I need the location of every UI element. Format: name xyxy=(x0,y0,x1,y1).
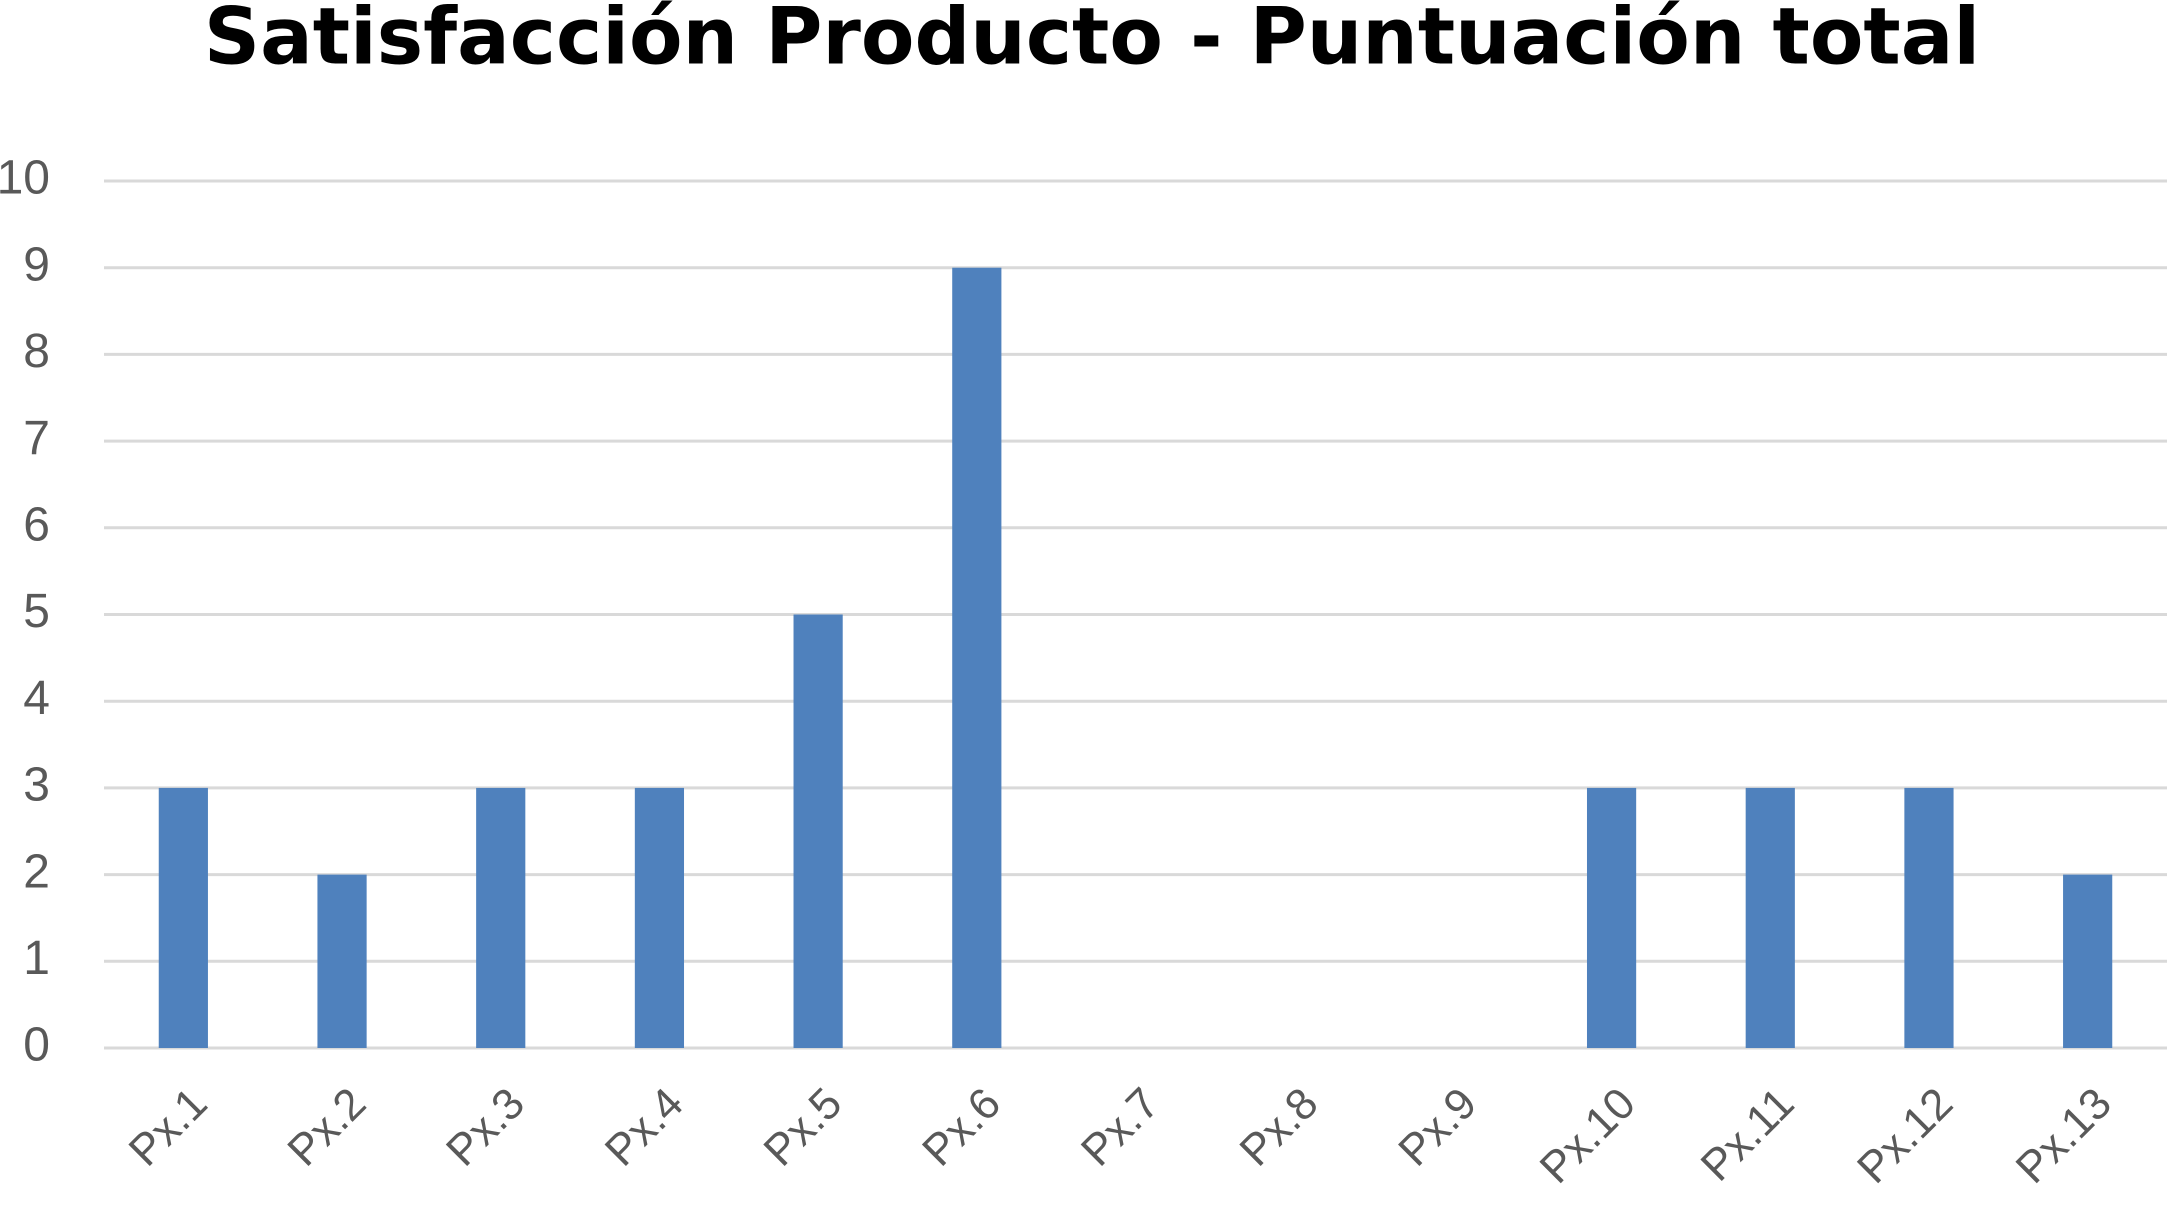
y-tick-label: 3 xyxy=(23,759,50,812)
y-tick-label: 9 xyxy=(23,238,50,291)
bar xyxy=(476,787,526,1048)
x-tick-label: Px.1 xyxy=(120,1079,217,1176)
x-tick-label: Px.6 xyxy=(913,1079,1010,1176)
y-tick-label: 2 xyxy=(23,845,50,898)
chart-title: Satisfacción Producto - Puntuación total xyxy=(204,0,1980,82)
x-tick-label: Px.2 xyxy=(278,1079,375,1176)
x-tick-label: Px.9 xyxy=(1389,1079,1486,1176)
x-tick-label: Px.3 xyxy=(437,1079,534,1176)
bar xyxy=(952,267,1002,1048)
y-tick-label: 4 xyxy=(23,672,50,725)
x-tick-label: Px.10 xyxy=(1531,1079,1645,1193)
y-tick-label: 0 xyxy=(23,1019,50,1072)
bar xyxy=(2063,874,2113,1048)
y-tick-label: 7 xyxy=(23,412,50,465)
bar xyxy=(317,874,367,1048)
bar xyxy=(1904,787,1954,1048)
x-tick-label: Px.12 xyxy=(1848,1079,1962,1193)
y-tick-label: 10 xyxy=(0,152,50,205)
x-tick-label: Px.13 xyxy=(2007,1079,2121,1193)
x-tick-label: Px.4 xyxy=(596,1079,693,1176)
x-tick-label: Px.7 xyxy=(1072,1079,1169,1176)
x-tick-label: Px.8 xyxy=(1231,1079,1328,1176)
x-tick-label: Px.5 xyxy=(754,1079,851,1176)
y-tick-label: 8 xyxy=(23,325,50,378)
bar xyxy=(793,614,843,1048)
y-tick-label: 5 xyxy=(23,585,50,638)
bar xyxy=(1586,787,1637,1048)
y-tick-label: 6 xyxy=(23,498,50,551)
bar xyxy=(158,787,208,1048)
y-tick-label: 1 xyxy=(23,932,50,985)
bar xyxy=(634,787,685,1048)
bar xyxy=(1745,787,1795,1048)
x-tick-label: Px.11 xyxy=(1692,1079,1804,1191)
